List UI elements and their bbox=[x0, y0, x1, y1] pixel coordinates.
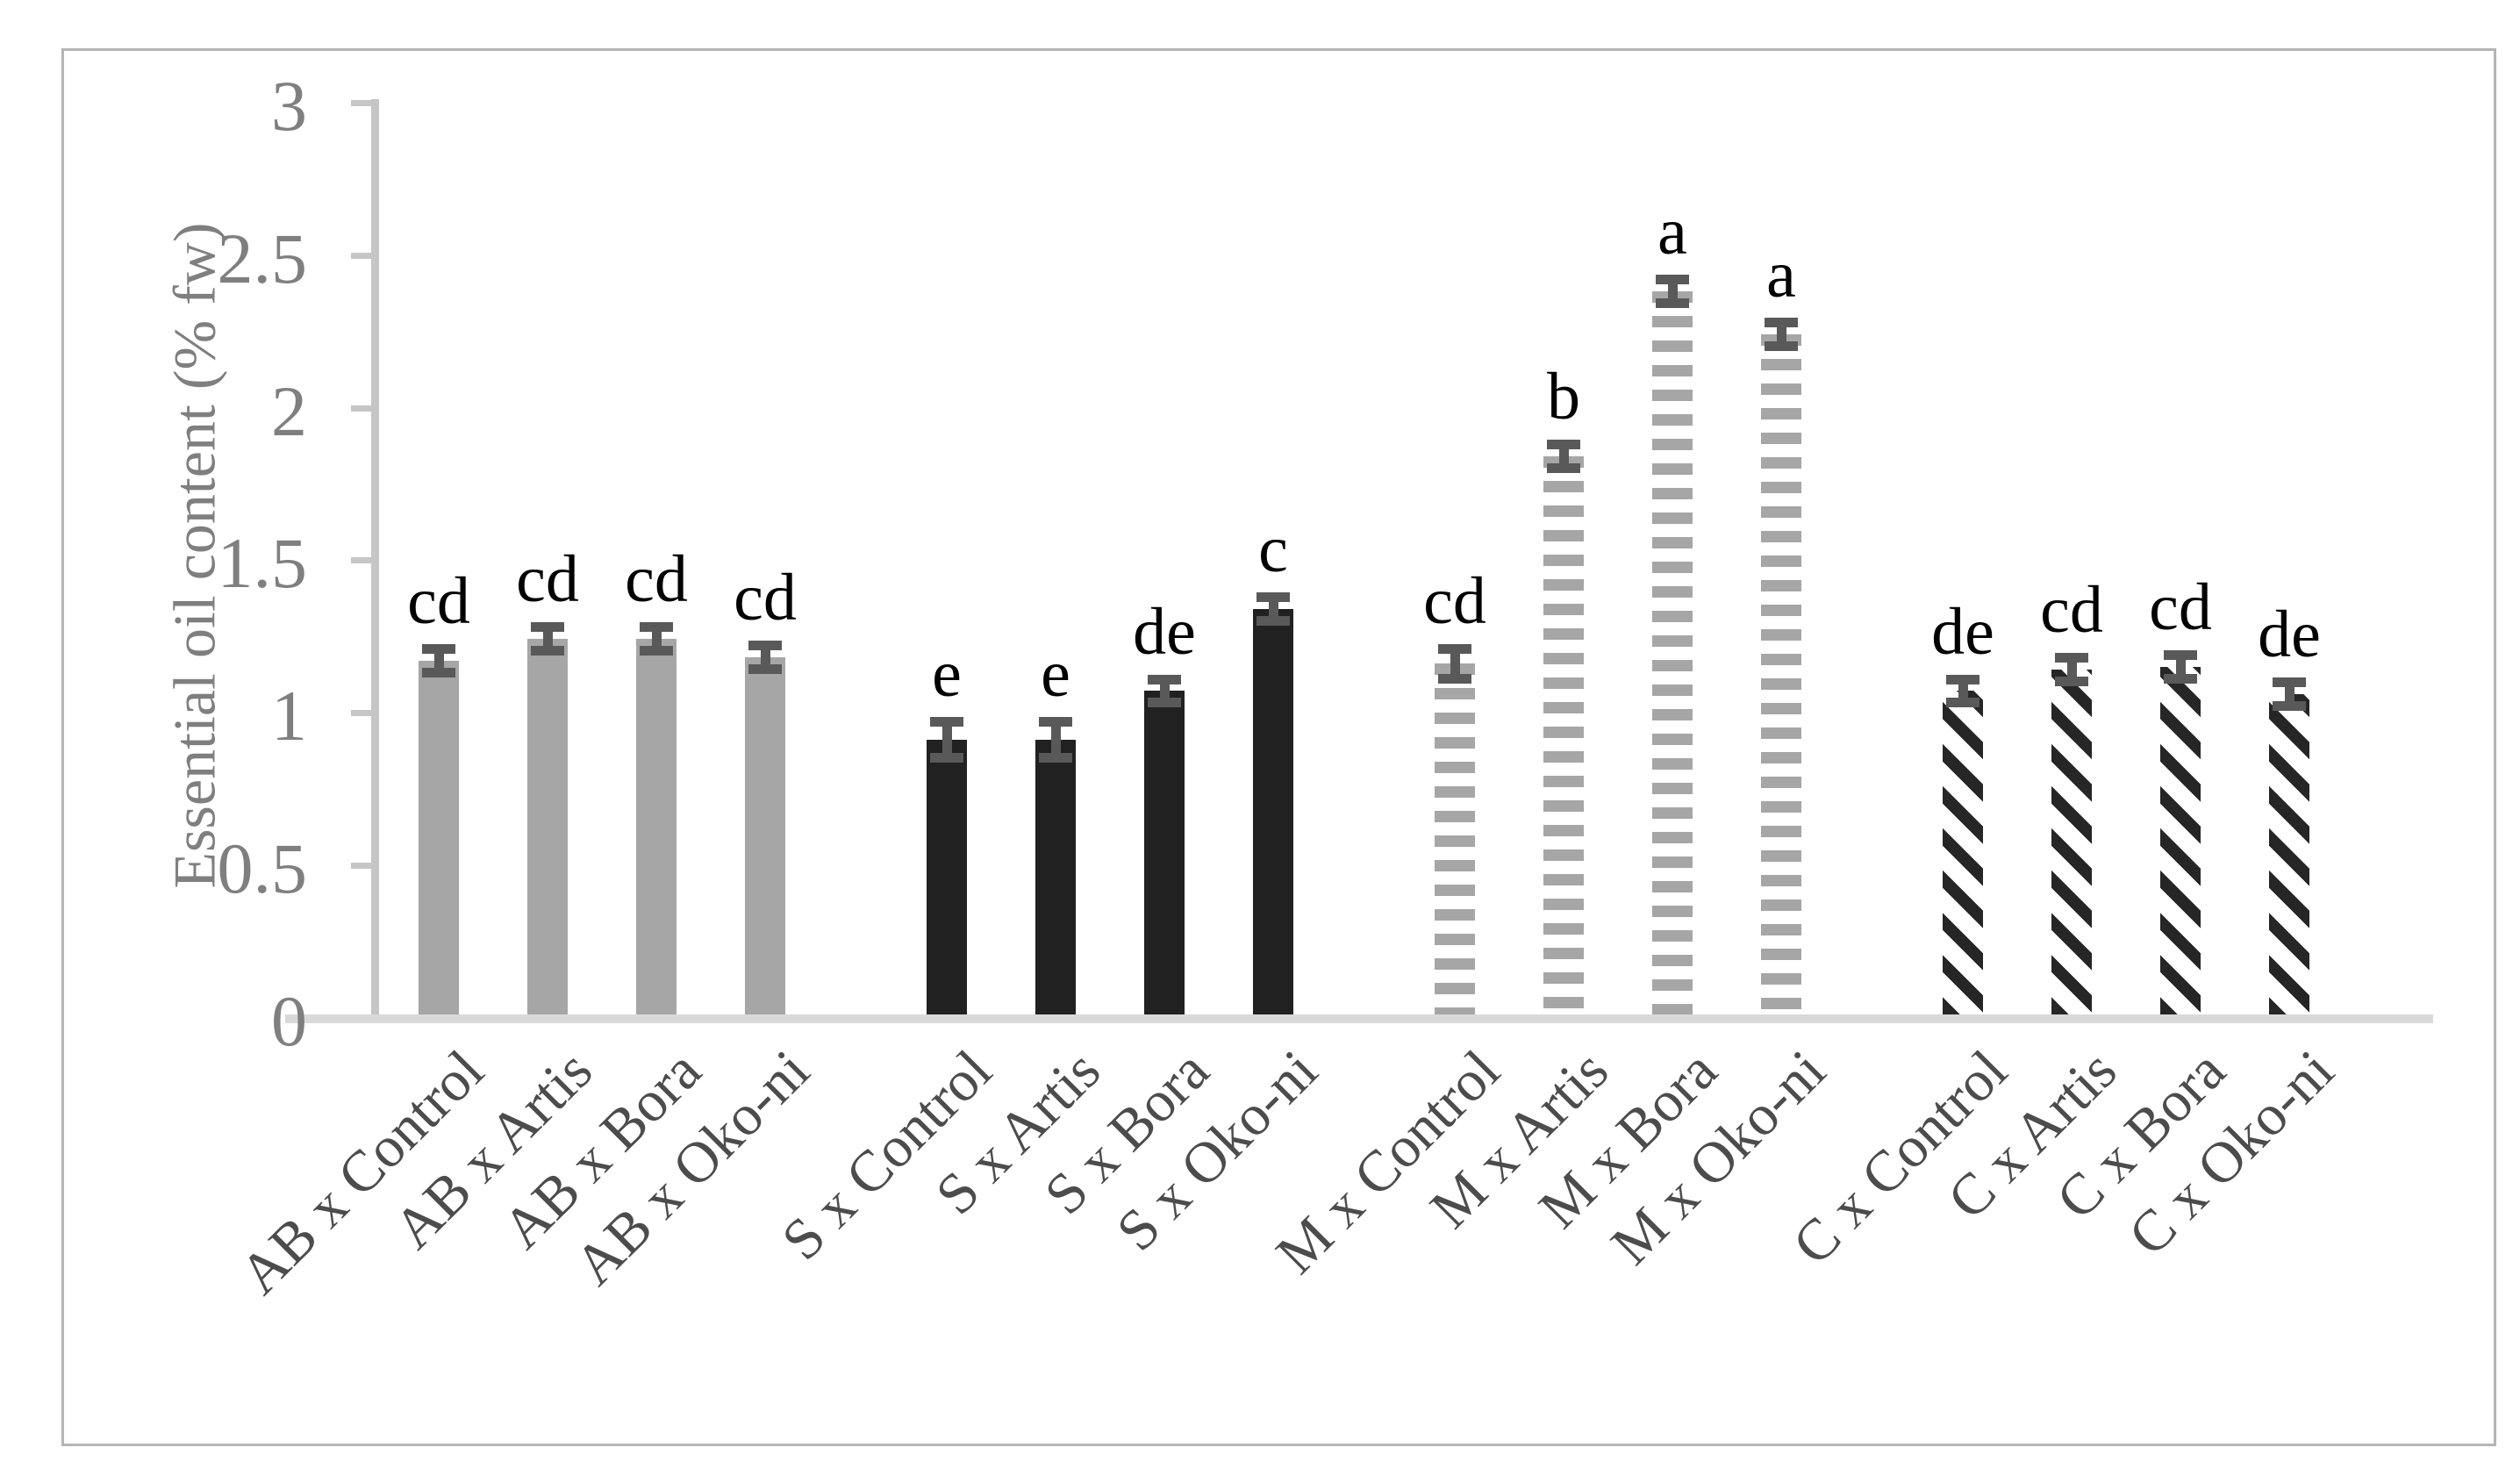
y-tick-mark bbox=[351, 99, 374, 106]
error-bar-cap-bottom bbox=[2055, 677, 2088, 687]
bar-ab-x-control bbox=[419, 660, 459, 1014]
bar-c-x-bora bbox=[2160, 666, 2201, 1014]
error-bar-cap-bottom bbox=[930, 752, 963, 763]
error-bar-cap-top bbox=[1946, 674, 1979, 684]
error-bar bbox=[1051, 721, 1061, 758]
error-bar-cap-top bbox=[1256, 591, 1290, 602]
error-bar bbox=[1777, 321, 1786, 347]
bar-m-x-oko-ni bbox=[1761, 333, 1801, 1014]
error-bar-cap-bottom bbox=[1765, 340, 1798, 351]
error-bar-cap-bottom bbox=[1656, 297, 1689, 308]
error-bar-cap-bottom bbox=[1438, 673, 1471, 684]
significance-letter: a bbox=[1657, 195, 1687, 269]
error-bar bbox=[434, 648, 444, 673]
error-bar-cap-bottom bbox=[2273, 700, 2306, 711]
error-bar bbox=[2067, 657, 2077, 683]
y-axis-line bbox=[371, 99, 379, 1021]
figure-frame: Essential oil content (% fw) 00.511.522.… bbox=[61, 48, 2496, 1446]
bar-c-x-artis bbox=[2051, 670, 2092, 1014]
bar-ab-x-bora bbox=[636, 639, 677, 1014]
error-bar-cap-bottom bbox=[640, 646, 673, 656]
error-bar-cap-bottom bbox=[1039, 752, 1072, 763]
error-bar-cap-top bbox=[1148, 674, 1181, 684]
bar-c-x-control bbox=[1943, 691, 1983, 1014]
significance-letter: cd bbox=[516, 542, 579, 617]
bar-s-x-oko-ni bbox=[1253, 608, 1293, 1014]
bar-ab-x-oko-ni bbox=[745, 657, 785, 1014]
error-bar bbox=[761, 645, 770, 670]
error-bar bbox=[1450, 648, 1460, 679]
error-bar-cap-bottom bbox=[1148, 698, 1181, 708]
error-bar-cap-top bbox=[930, 717, 963, 727]
error-bar bbox=[1559, 443, 1569, 469]
significance-letter: cd bbox=[2149, 570, 2212, 644]
significance-letter: c bbox=[1258, 512, 1288, 586]
significance-letter: cd bbox=[1423, 563, 1486, 638]
error-bar-cap-top bbox=[2055, 653, 2088, 663]
error-bar-cap-bottom bbox=[1256, 615, 1290, 626]
significance-letter: de bbox=[2258, 598, 2321, 672]
error-bar-cap-top bbox=[422, 643, 455, 654]
y-tick-mark bbox=[351, 710, 374, 717]
y-tick-mark bbox=[351, 252, 374, 259]
error-bar-cap-top bbox=[640, 622, 673, 633]
error-bar-cap-top bbox=[2164, 649, 2197, 660]
bar-s-x-artis bbox=[1035, 740, 1076, 1014]
error-bar bbox=[1668, 279, 1678, 304]
error-bar bbox=[1269, 596, 1278, 621]
error-bar-cap-bottom bbox=[2164, 673, 2197, 684]
error-bar-cap-top bbox=[1656, 275, 1689, 285]
significance-letter: de bbox=[1133, 594, 1196, 669]
error-bar-cap-top bbox=[1547, 439, 1580, 449]
error-bar bbox=[652, 627, 662, 652]
significance-letter: cd bbox=[625, 542, 688, 617]
significance-letter: cd bbox=[734, 561, 797, 635]
significance-letter: b bbox=[1547, 359, 1580, 434]
bar-ab-x-artis bbox=[527, 639, 568, 1014]
error-bar-cap-top bbox=[748, 641, 782, 651]
bar-c-x-oko-ni bbox=[2269, 693, 2309, 1014]
significance-letter: e bbox=[932, 637, 962, 712]
error-bar bbox=[2285, 682, 2294, 706]
significance-letter: cd bbox=[407, 563, 470, 638]
error-bar-cap-bottom bbox=[422, 667, 455, 677]
error-bar bbox=[1160, 678, 1170, 704]
y-tick-mark bbox=[351, 405, 374, 412]
bar-m-x-control bbox=[1435, 663, 1475, 1014]
bar-s-x-bora bbox=[1144, 691, 1185, 1014]
error-bar-cap-bottom bbox=[748, 664, 782, 675]
significance-letter: cd bbox=[2040, 573, 2103, 648]
y-tick-mark bbox=[351, 863, 374, 870]
error-bar bbox=[543, 627, 553, 652]
significance-letter: a bbox=[1766, 237, 1796, 312]
bar-m-x-bora bbox=[1652, 291, 1693, 1014]
error-bar-cap-top bbox=[1438, 643, 1471, 654]
error-bar bbox=[2176, 654, 2186, 679]
plot-area: Essential oil content (% fw) 00.511.522.… bbox=[64, 51, 2494, 1444]
y-tick-mark bbox=[351, 557, 374, 564]
x-axis-baseline bbox=[285, 1014, 2433, 1023]
error-bar-cap-top bbox=[2273, 677, 2306, 688]
error-bar-cap-bottom bbox=[1547, 462, 1580, 473]
error-bar-cap-top bbox=[1039, 717, 1072, 727]
bar-s-x-control bbox=[927, 740, 967, 1014]
error-bar-cap-top bbox=[531, 622, 564, 633]
error-bar-cap-bottom bbox=[531, 646, 564, 656]
error-bar-cap-top bbox=[1765, 317, 1798, 327]
significance-letter: de bbox=[1931, 594, 1994, 669]
error-bar bbox=[1958, 678, 1968, 704]
error-bar-cap-bottom bbox=[1946, 698, 1979, 708]
significance-letter: e bbox=[1041, 637, 1070, 712]
error-bar bbox=[942, 721, 952, 758]
bar-m-x-artis bbox=[1543, 455, 1584, 1014]
